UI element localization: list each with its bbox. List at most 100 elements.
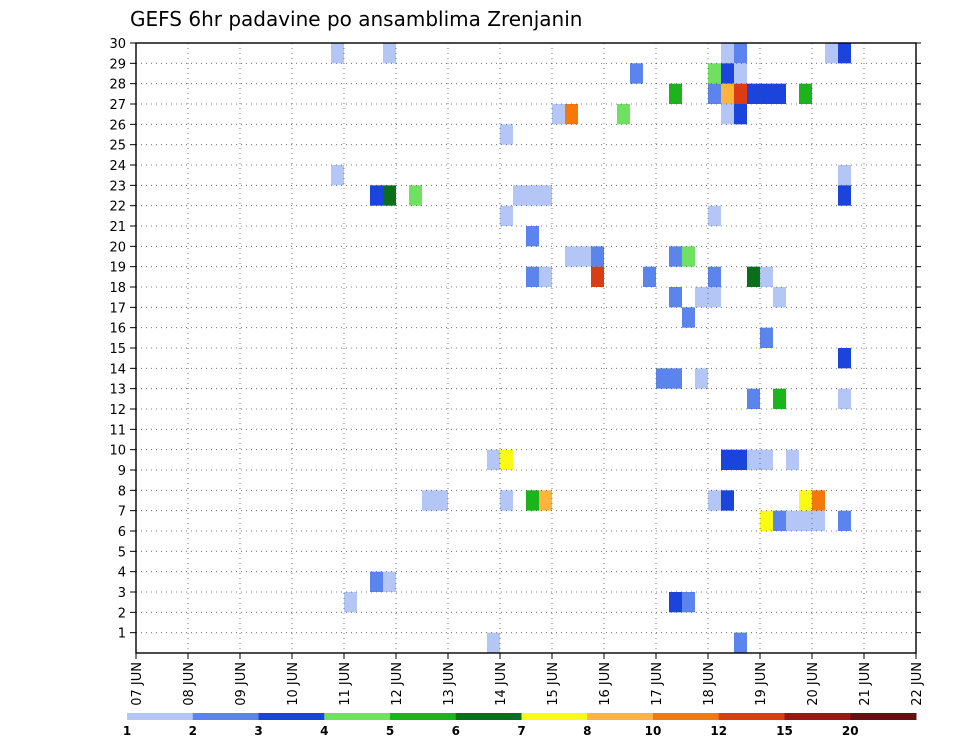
data-cell xyxy=(682,246,695,267)
x-tick-label: 17 JUN xyxy=(650,662,665,706)
y-tick-label: 15 xyxy=(109,342,126,357)
legend-swatch xyxy=(127,713,194,720)
y-tick-label: 11 xyxy=(109,423,126,438)
y-tick-label: 7 xyxy=(118,505,126,520)
data-cell xyxy=(838,510,851,531)
data-cell xyxy=(526,226,539,247)
y-tick-label: 16 xyxy=(109,322,126,337)
data-cell xyxy=(500,205,513,226)
data-cell xyxy=(721,43,734,64)
data-cell xyxy=(773,510,786,531)
data-cell xyxy=(383,43,396,64)
x-tick-label: 20 JUN xyxy=(806,662,821,706)
data-cell xyxy=(838,348,851,369)
y-tick-label: 17 xyxy=(109,301,126,316)
data-cell xyxy=(383,571,396,592)
data-cell xyxy=(682,307,695,328)
x-tick-label: 10 JUN xyxy=(286,662,301,706)
data-cell xyxy=(630,63,643,84)
x-tick-label: 18 JUN xyxy=(702,662,717,706)
x-tick-label: 21 JUN xyxy=(858,662,873,706)
data-cell xyxy=(760,83,773,104)
data-cell xyxy=(838,388,851,409)
x-tick-label: 08 JUN xyxy=(182,662,197,706)
x-tick-label: 09 JUN xyxy=(234,662,249,706)
data-cell xyxy=(409,185,422,206)
x-tick-label: 12 JUN xyxy=(390,662,405,706)
legend-swatch xyxy=(390,713,457,720)
data-cell xyxy=(669,246,682,267)
x-tick-label: 16 JUN xyxy=(598,662,613,706)
legend-label: 1 xyxy=(123,724,131,738)
data-cell xyxy=(591,246,604,267)
data-cell xyxy=(721,83,734,104)
legend-swatch xyxy=(587,713,654,720)
data-cell xyxy=(721,63,734,84)
data-cell xyxy=(669,83,682,104)
data-cell xyxy=(812,490,825,511)
legend-swatch xyxy=(653,713,720,720)
data-cell xyxy=(526,185,539,206)
y-tick-label: 30 xyxy=(109,37,126,52)
legend-label: 10 xyxy=(645,724,662,738)
y-tick-label: 8 xyxy=(118,484,126,499)
data-cell xyxy=(526,490,539,511)
y-tick-label: 2 xyxy=(118,606,126,621)
data-cell xyxy=(500,490,513,511)
data-cell xyxy=(669,592,682,613)
y-tick-label: 10 xyxy=(109,444,126,459)
legend-swatch xyxy=(258,713,325,720)
data-cell xyxy=(669,368,682,389)
legend-swatch xyxy=(521,713,588,720)
y-tick-label: 23 xyxy=(109,179,126,194)
data-cell xyxy=(643,266,656,287)
y-axis: 1234567891011121314151617181920212223242… xyxy=(109,37,921,642)
data-cell xyxy=(708,83,721,104)
y-tick-label: 9 xyxy=(118,464,126,479)
data-cell xyxy=(760,449,773,470)
data-cell xyxy=(760,266,773,287)
data-cell xyxy=(552,104,565,125)
data-cell xyxy=(747,83,760,104)
x-axis: 07 JUN 08 JUN 09 JUN 10 JUN 11 JUN 12 JUN 13 J… xyxy=(130,653,925,706)
y-tick-label: 27 xyxy=(109,98,126,113)
data-cell xyxy=(344,592,357,613)
y-tick-label: 4 xyxy=(118,566,126,581)
y-tick-label: 21 xyxy=(109,220,126,235)
data-cell xyxy=(760,510,773,531)
legend-label: 7 xyxy=(517,724,525,738)
data-cell xyxy=(786,449,799,470)
x-tick-label: 19 JUN xyxy=(754,662,769,706)
data-cell xyxy=(422,490,435,511)
data-cell xyxy=(721,490,734,511)
legend-swatch xyxy=(784,713,851,720)
legend-label: 3 xyxy=(254,724,262,738)
data-cell xyxy=(734,43,747,64)
data-cell xyxy=(747,388,760,409)
data-cell xyxy=(383,185,396,206)
x-tick-label: 11 JUN xyxy=(338,662,353,706)
data-cell xyxy=(708,266,721,287)
y-tick-label: 19 xyxy=(109,261,126,276)
data-cell xyxy=(708,63,721,84)
data-cell xyxy=(565,104,578,125)
y-tick-label: 29 xyxy=(109,57,126,72)
data-cell xyxy=(747,266,760,287)
data-cell xyxy=(708,490,721,511)
grid-layer xyxy=(136,43,916,653)
data-cell xyxy=(539,266,552,287)
data-cell xyxy=(799,490,812,511)
data-cell xyxy=(734,632,747,653)
legend-swatch xyxy=(455,713,522,720)
y-tick-label: 28 xyxy=(109,78,126,93)
data-cell xyxy=(526,266,539,287)
data-cell xyxy=(487,632,500,653)
y-tick-label: 5 xyxy=(118,545,126,560)
legend-label: 4 xyxy=(320,724,328,738)
data-cell xyxy=(773,83,786,104)
data-cell xyxy=(370,571,383,592)
legend-label: 20 xyxy=(842,724,859,738)
data-cell xyxy=(799,83,812,104)
y-tick-label: 3 xyxy=(118,586,126,601)
x-tick-label: 22 JUN xyxy=(910,662,925,706)
